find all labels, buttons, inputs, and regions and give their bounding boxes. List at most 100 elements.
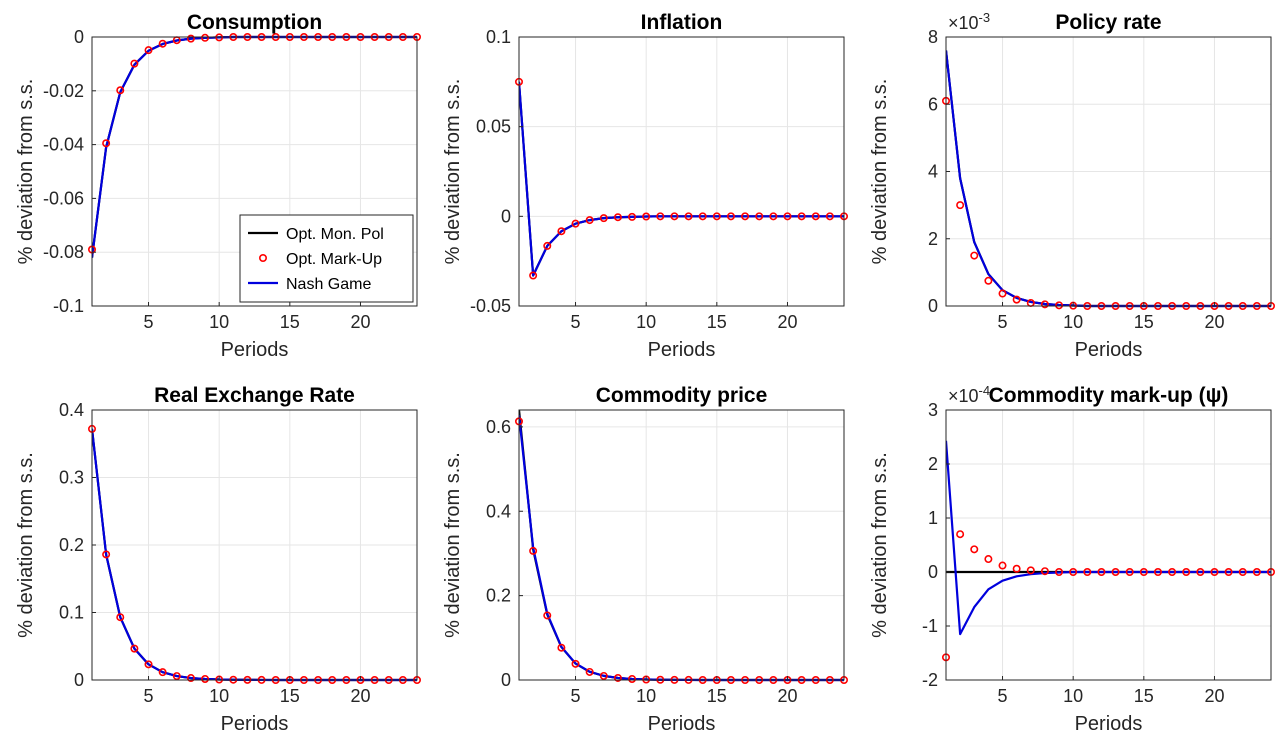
x-tick-label: 15 xyxy=(1134,686,1154,706)
legend-entry-label: Opt. Mark-Up xyxy=(286,251,382,268)
marker-point xyxy=(186,674,195,683)
series-line-3 xyxy=(946,440,1271,636)
plot-area xyxy=(946,410,1271,680)
y-tick-label: -0.04 xyxy=(43,135,84,155)
marker-point xyxy=(585,667,594,676)
x-axis-label: Periods xyxy=(221,713,289,735)
plot-area xyxy=(519,410,844,680)
marker-point xyxy=(201,674,210,683)
x-tick-label: 20 xyxy=(1204,312,1224,332)
marker-point xyxy=(628,212,637,221)
axes-box xyxy=(91,36,418,307)
y-tick-label: 0.3 xyxy=(59,468,84,488)
y-tick-label: -2 xyxy=(922,670,938,690)
x-tick-label: 20 xyxy=(777,686,797,706)
subplot-5: 5 10 15 20 0 0.2 0.4 0.6 Commodity price Periods%… xyxy=(442,384,848,735)
axes-box xyxy=(945,409,1272,681)
y-tick-label: 2 xyxy=(928,229,938,249)
x-tick-label: 5 xyxy=(144,312,154,332)
y-tick-label: 0 xyxy=(501,206,511,226)
legend: Opt. Mon. Pol Opt. Mark-Up Nash Game xyxy=(239,214,414,303)
x-tick-label: 20 xyxy=(350,686,370,706)
x-tick-label: 5 xyxy=(144,686,154,706)
y-tick-label: 0.2 xyxy=(59,535,84,555)
marker-point xyxy=(557,227,566,236)
marker-point xyxy=(1055,301,1064,310)
legend-entry-label: Nash Game xyxy=(286,276,371,293)
y-axis-label: % deviation from s.s. xyxy=(442,79,464,265)
axis-exponent: ×10-4 xyxy=(948,383,990,406)
x-tick-label: 10 xyxy=(636,686,656,706)
x-axis-label: Periods xyxy=(1075,339,1143,361)
chart-title: Inflation xyxy=(641,11,723,34)
chart-title: Real Exchange Rate xyxy=(154,384,355,407)
marker-point xyxy=(998,289,1007,298)
marker-point xyxy=(1168,567,1177,576)
legend-swatch-marker xyxy=(258,254,267,263)
plot-area xyxy=(519,37,844,306)
marker-point xyxy=(172,672,181,681)
x-tick-label: 10 xyxy=(209,686,229,706)
axes-box xyxy=(518,409,845,681)
marker-point xyxy=(1055,567,1064,576)
subplot-4: 5 10 15 20 0 0.1 0.2 0.3 0.4 Real Exchange Rate Pe… xyxy=(15,384,421,735)
y-tick-label: 0.6 xyxy=(486,417,511,437)
y-axis-label: % deviation from s.s. xyxy=(15,79,37,265)
subplot-2: 5 10 15 20 -0.05 0 0.05 0.1 Inflation Periods % de… xyxy=(442,11,848,361)
marker-point xyxy=(656,212,665,221)
marker-point xyxy=(1238,567,1247,576)
y-tick-label: 0 xyxy=(74,670,84,690)
x-tick-label: 15 xyxy=(1134,312,1154,332)
marker-point xyxy=(130,644,139,653)
legend-box xyxy=(239,214,414,303)
y-tick-label: -0.05 xyxy=(470,296,511,316)
marker-point xyxy=(769,212,778,221)
y-tick-label: 1 xyxy=(928,508,938,528)
marker-point xyxy=(1182,567,1191,576)
marker-point xyxy=(1153,567,1162,576)
marker-point xyxy=(1111,567,1120,576)
marker-point xyxy=(116,86,125,95)
subplot-1: 5 10 15 20 -0.1 -0.08 -0.06 -0.04 -0.02 0 Consumpt… xyxy=(15,11,421,361)
x-axis-label: Periods xyxy=(1075,713,1143,735)
y-tick-label: 6 xyxy=(928,94,938,114)
chart-title: Policy rate xyxy=(1055,11,1161,34)
y-tick-label: 0.05 xyxy=(476,117,511,137)
y-tick-label: 0.2 xyxy=(486,586,511,606)
marker-point xyxy=(599,671,608,680)
y-tick-label: -0.02 xyxy=(43,81,84,101)
x-tick-label: 10 xyxy=(1063,686,1083,706)
marker-point xyxy=(130,59,139,68)
marker-point xyxy=(1083,567,1092,576)
x-tick-label: 5 xyxy=(998,312,1008,332)
x-axis-label: Periods xyxy=(648,339,716,361)
y-tick-label: 4 xyxy=(928,162,938,182)
marker-point xyxy=(741,212,750,221)
y-axis-label: % deviation from s.s. xyxy=(15,452,37,638)
marker-point xyxy=(1196,567,1205,576)
marker-point xyxy=(825,212,834,221)
marker-point xyxy=(755,212,764,221)
marker-point xyxy=(158,39,167,48)
y-tick-label: -1 xyxy=(922,616,938,636)
marker-point xyxy=(1040,567,1049,576)
x-tick-label: 20 xyxy=(777,312,797,332)
marker-point xyxy=(726,212,735,221)
y-tick-label: 0 xyxy=(74,27,84,47)
marker-point xyxy=(783,212,792,221)
y-tick-label: 8 xyxy=(928,27,938,47)
marker-point xyxy=(1012,295,1021,304)
axis-exponent: ×10-3 xyxy=(948,10,990,33)
y-axis-label: % deviation from s.s. xyxy=(869,79,891,265)
marker-point xyxy=(684,212,693,221)
y-tick-label: 0.4 xyxy=(59,400,84,420)
x-tick-label: 20 xyxy=(350,312,370,332)
x-tick-label: 10 xyxy=(209,312,229,332)
y-tick-label: 3 xyxy=(928,400,938,420)
marker-point xyxy=(642,212,651,221)
marker-point xyxy=(1139,567,1148,576)
marker-point xyxy=(670,212,679,221)
marker-point xyxy=(186,34,195,43)
marker-point xyxy=(628,674,637,683)
